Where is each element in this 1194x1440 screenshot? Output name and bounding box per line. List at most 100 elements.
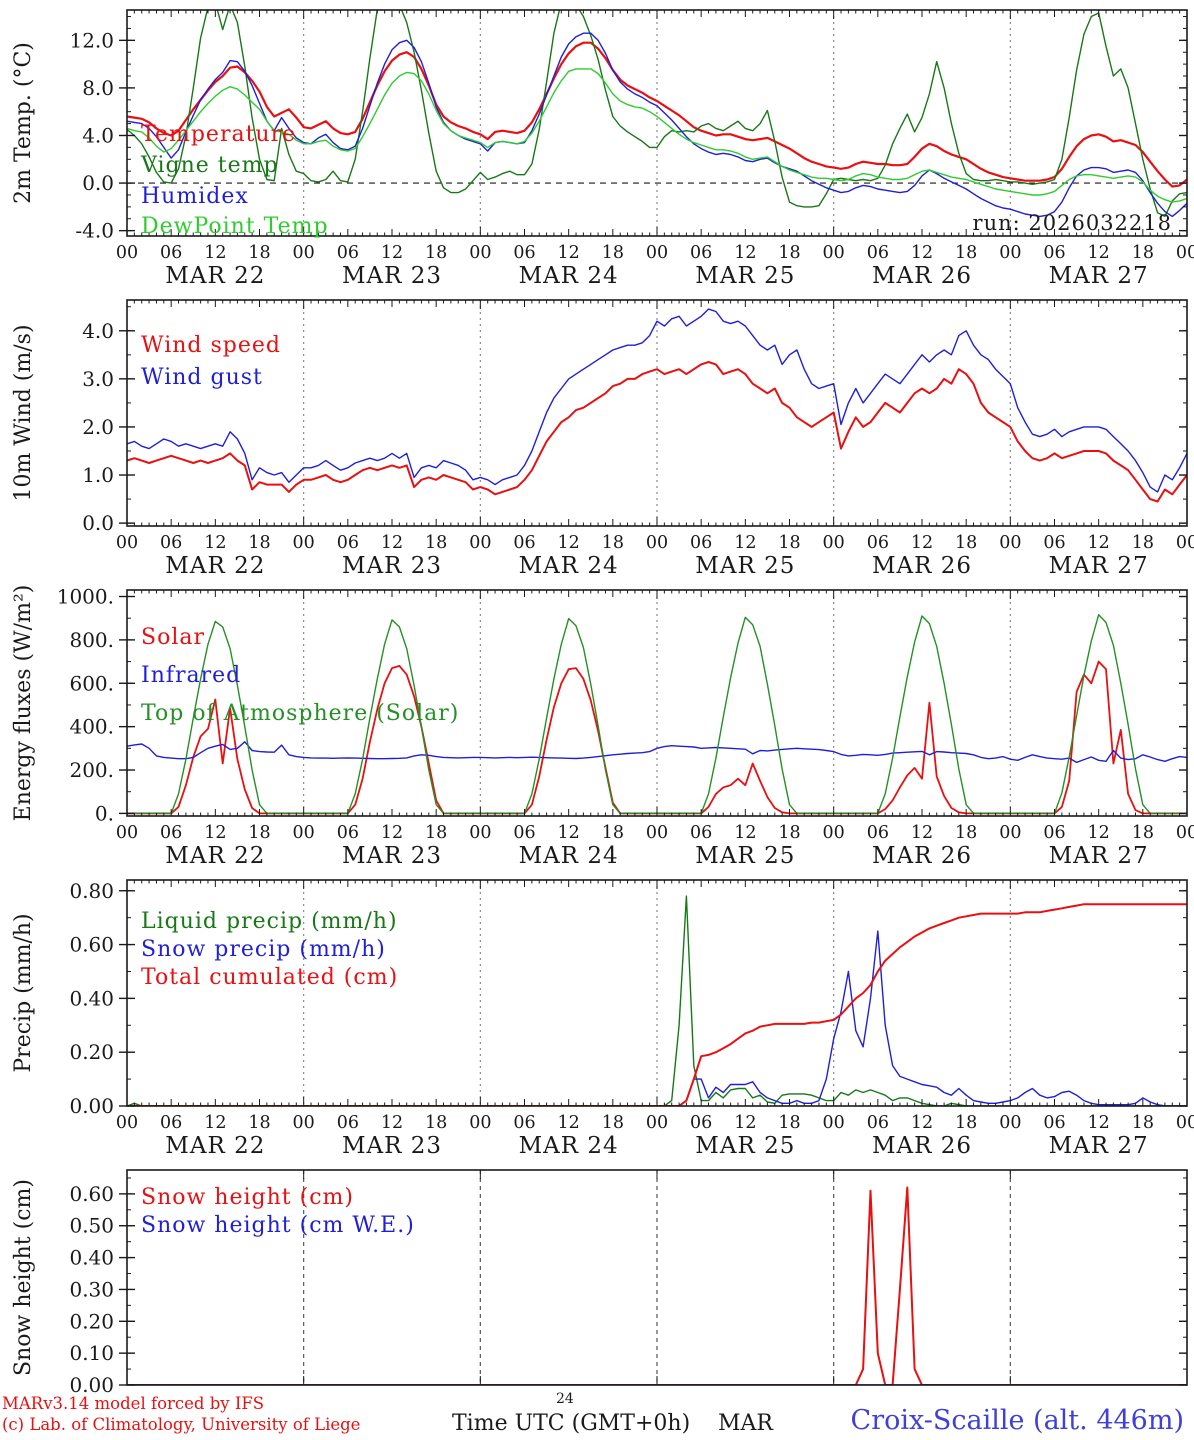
hour-label: 00 [646,1113,668,1133]
hour-label: 06 [690,243,712,263]
series-dewpoint-temp [127,68,1187,203]
hour-label: 18 [955,533,977,553]
day-label: MAR 22 [165,263,265,289]
y-tick-label: 1.0 [82,463,114,487]
hour-label: 18 [1132,823,1154,843]
day-label: MAR 23 [342,553,442,579]
hour-label: 12 [558,823,580,843]
y-tick-label: 0.40 [69,1246,114,1270]
hour-label: 00 [116,823,138,843]
hour-label: 00 [469,533,491,553]
hour-label: 00 [646,243,668,263]
hour-label: 06 [1043,1113,1065,1133]
hour-label: 12 [558,533,580,553]
hour-label: 18 [778,533,800,553]
hour-label: 00 [116,1113,138,1133]
y-axis-label: Energy fluxes (W/m²) [11,585,36,822]
hour-label: 06 [160,533,182,553]
hour-label: 18 [1132,1113,1154,1133]
y-tick-label: 0.20 [69,1309,114,1333]
y-tick-label: 400. [69,715,114,739]
hour-label: 12 [734,823,756,843]
y-tick-label: 0.60 [69,933,114,957]
hour-label: 18 [778,1113,800,1133]
day-label: MAR 24 [519,553,619,579]
hour-label: 06 [160,823,182,843]
legend-label: Top of Atmosphere (Solar) [141,701,459,726]
hour-label: 12 [558,1113,580,1133]
legend-label: Wind speed [141,333,281,358]
legend-label: Snow height (cm W.E.) [141,1213,415,1238]
y-tick-label: 0.20 [69,1040,114,1064]
hour-label: 06 [867,1113,889,1133]
y-tick-label: 0.10 [69,1341,114,1365]
panel-2m-temperature: -4.0 0.0 4.0 8.0 12.0 2m Temp. (°C) Temperatur… [0,0,1194,290]
day-label: MAR 25 [695,553,795,579]
hour-label: 06 [337,243,359,263]
hour-label: 12 [204,823,226,843]
hour-label: 06 [1043,243,1065,263]
hour-label: 18 [248,823,270,843]
y-tick-label: 3.0 [82,367,114,391]
y-tick-label: 0.00 [69,1373,114,1393]
day-label: MAR 24 [519,843,619,869]
y-axis-label: 2m Temp. (°C) [11,42,36,204]
panel-snow-height: 0.00 0.10 0.20 0.30 0.40 0.50 0.60 Snow height … [0,1160,1194,1393]
hour-label: 12 [734,243,756,263]
hour-label: 18 [602,533,624,553]
y-tick-label: 0.00 [69,1094,114,1118]
hour-label: 18 [955,243,977,263]
hour-label: 00 [646,533,668,553]
y-tick-label: 2.0 [82,415,114,439]
hour-label: 00 [999,1113,1021,1133]
hour-label: 00 [999,533,1021,553]
model-credit: MARv3.14 model forced by IFS (c) Lab. of… [2,1393,360,1435]
hour-label: 12 [1088,823,1110,843]
hour-label: 12 [204,533,226,553]
hour-label: 00 [823,823,845,843]
hour-label: 00 [646,823,668,843]
credit-line-1: MARv3.14 model forced by IFS [2,1394,265,1413]
panel-precip: 0.00 0.20 0.40 0.60 0.80 Precip (mm/h) Liquid … [0,870,1194,1160]
hour-label: 06 [513,1113,535,1133]
legend-label: Vigne temp [140,153,279,178]
hour-label: 06 [690,823,712,843]
hour-label: 18 [602,1113,624,1133]
day-label: MAR 22 [165,553,265,579]
day-label: MAR 26 [872,1133,972,1159]
hour-label: 06 [160,1113,182,1133]
hour-label: 00 [293,533,315,553]
day-label: MAR 22 [165,843,265,869]
hour-label: 12 [911,243,933,263]
y-tick-label: 4.0 [82,123,114,147]
day-label: MAR 27 [1049,843,1149,869]
day-label: MAR 26 [872,263,972,289]
hour-label: 06 [513,823,535,843]
hour-label: 12 [1088,1113,1110,1133]
hour-label: 06 [867,533,889,553]
y-axis-label: 10m Wind (m/s) [11,324,36,501]
hour-label: 18 [778,823,800,843]
hour-label: 18 [425,533,447,553]
hour-label: 12 [911,533,933,553]
day-artifact-label: 24 [556,1391,574,1407]
day-label: MAR 25 [695,263,795,289]
hour-label: 18 [602,243,624,263]
hour-label: 18 [602,823,624,843]
series-infrared [127,741,1187,764]
hour-label: 00 [469,243,491,263]
day-label: MAR 24 [519,1133,619,1159]
hour-label: 00 [469,823,491,843]
hour-label: 00 [1176,243,1194,263]
day-label: MAR 24 [519,263,619,289]
series-wind-speed [127,361,1187,503]
y-tick-label: 0.80 [69,879,114,903]
day-label: MAR 23 [342,843,442,869]
y-tick-label: 800. [69,628,114,652]
hour-label: 06 [160,243,182,263]
wind-chart: 0.0 1.0 2.0 3.0 4.0 10m Wind (m/s) Wind speed W… [11,299,1194,579]
y-tick-label: 4.0 [82,319,114,343]
hour-label: 12 [911,1113,933,1133]
hour-label: 06 [337,823,359,843]
